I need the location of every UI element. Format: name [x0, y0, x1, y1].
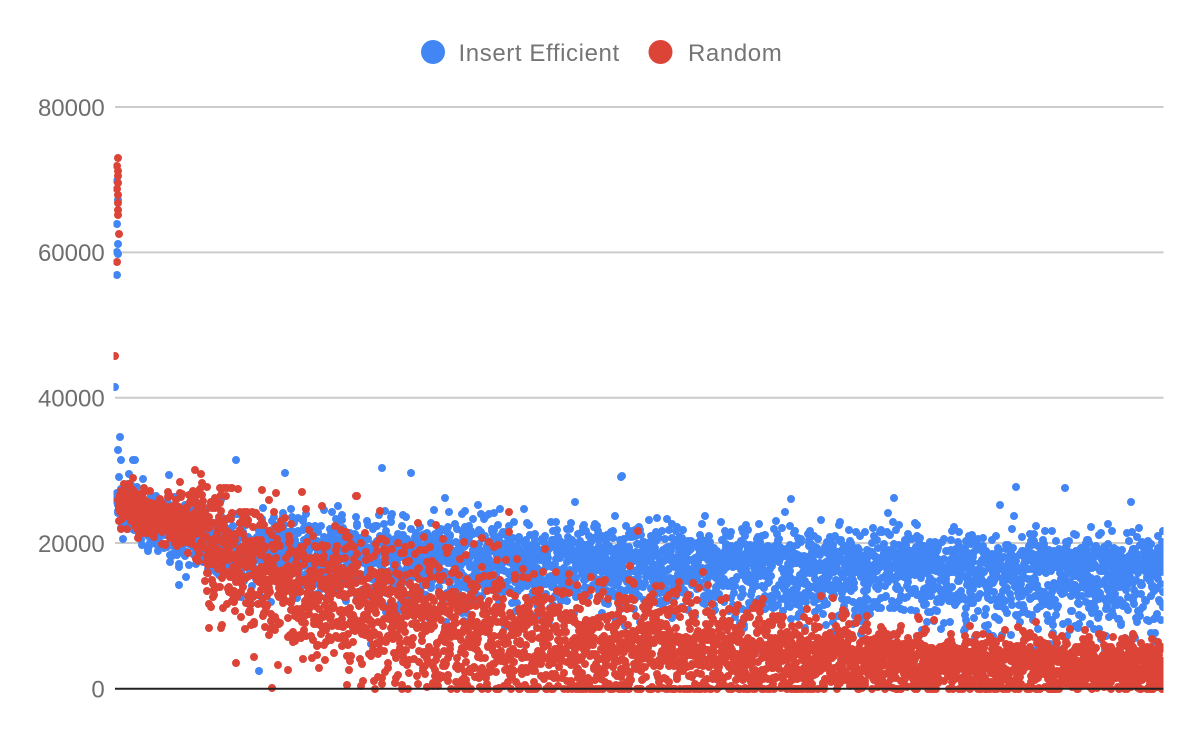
- svg-text:Random: Random: [688, 40, 782, 67]
- svg-text:Insert Efficient: Insert Efficient: [459, 40, 620, 67]
- svg-text:40000: 40000: [38, 386, 105, 413]
- svg-text:60000: 60000: [38, 240, 105, 267]
- svg-text:80000: 80000: [38, 95, 105, 122]
- svg-text:20000: 20000: [38, 531, 105, 558]
- svg-text:0: 0: [91, 677, 104, 704]
